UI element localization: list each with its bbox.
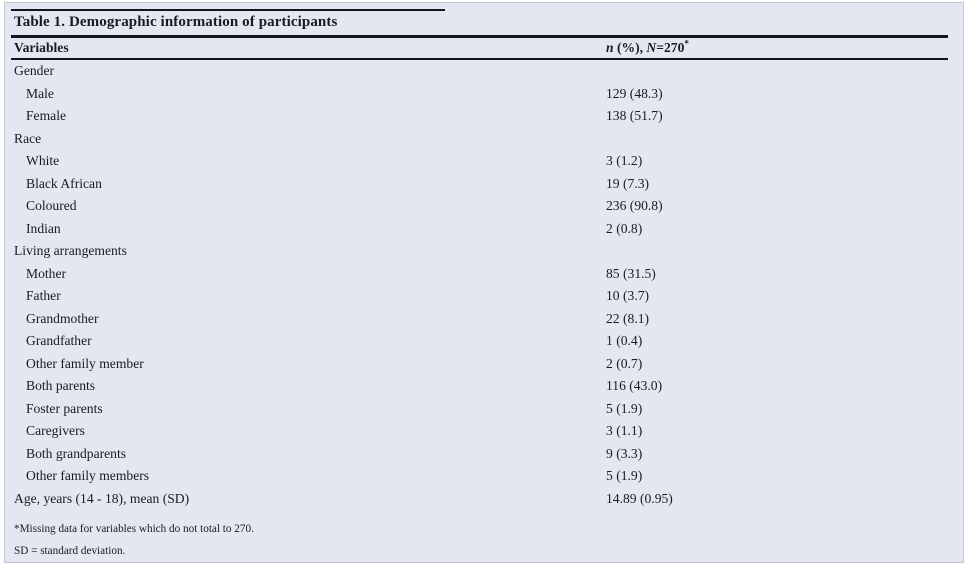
row-value: 3 (1.1)	[606, 423, 643, 438]
row-label: Both grandparents	[26, 445, 127, 461]
table-row: Caregivers 3 (1.1)	[14, 420, 948, 443]
row-value: 10 (3.7)	[606, 288, 650, 303]
row-value: 5 (1.9)	[606, 400, 643, 416]
row-label: Father	[26, 288, 61, 303]
row-label: Age, years (14 - 18), mean (SD)	[14, 490, 190, 506]
table-row: Both parents 116 (43.0)	[14, 375, 948, 398]
row-value: 5 (1.9)	[606, 468, 643, 483]
row-label: Other family member	[26, 355, 144, 371]
table-row: Grandmother 22 (8.1)	[14, 308, 948, 331]
top-rule	[11, 9, 445, 11]
row-label: Mother	[26, 265, 67, 281]
row-value: 2 (0.8)	[606, 220, 643, 236]
row-label: Grandmother	[26, 310, 99, 326]
table-row: Female 138 (51.7)	[14, 105, 948, 128]
table-row: Indian 2 (0.8)	[14, 218, 948, 241]
row-value: 3 (1.2)	[606, 153, 643, 168]
header-value: n (%), N=270*	[606, 38, 689, 56]
table-body: Gender Male 129 (48.3) Female 138 (51.7) Race…	[11, 60, 948, 510]
table-row: Mother 85 (31.5)	[14, 263, 948, 286]
table-row: Other family member 2 (0.7)	[14, 353, 948, 376]
table-row: Father 10 (3.7)	[14, 285, 948, 308]
row-label: Gender	[14, 63, 55, 78]
table-row: Black African 19 (7.3)	[14, 173, 948, 196]
row-value: 85 (31.5)	[606, 265, 656, 281]
table-row: Foster parents 5 (1.9)	[14, 398, 948, 421]
row-label: Caregivers	[26, 423, 85, 438]
table-row: Gender	[14, 60, 948, 83]
title-rule	[11, 35, 948, 38]
row-label: Male	[26, 85, 54, 101]
row-label: Both parents	[26, 378, 96, 393]
row-value: 129 (48.3)	[606, 85, 663, 101]
header-footnote-marker: *	[684, 38, 689, 49]
row-label: Other family members	[26, 468, 150, 483]
table-row: White 3 (1.2)	[14, 150, 948, 173]
row-value: 9 (3.3)	[606, 445, 643, 461]
row-label: Living arrangements	[14, 243, 127, 258]
row-value: 22 (8.1)	[606, 310, 650, 326]
header-mid-text: (%),	[613, 40, 647, 55]
row-label: Coloured	[26, 198, 77, 213]
header-variables: Variables	[14, 40, 69, 55]
row-value: 236 (90.8)	[606, 198, 663, 213]
table-title: Table 1. Demographic information of part…	[14, 14, 338, 30]
table-header-row: Variables n (%), N=270*	[11, 38, 948, 58]
footnotes: *Missing data for variables which do not…	[11, 519, 948, 562]
row-label: White	[26, 153, 60, 168]
row-value: 1 (0.4)	[606, 333, 643, 348]
header-eq-value: =270	[656, 40, 685, 55]
footnote-line: *Missing data for variables which do not…	[14, 523, 254, 535]
row-label: Female	[26, 108, 67, 123]
row-label: Grandfather	[26, 333, 92, 348]
table-panel: Table 1. Demographic information of part…	[4, 2, 964, 563]
row-label: Indian	[26, 220, 61, 236]
table-row: Male 129 (48.3)	[14, 83, 948, 106]
row-value: 19 (7.3)	[606, 175, 650, 191]
row-label: Black African	[26, 175, 102, 191]
header-n-italic: n	[606, 40, 614, 55]
table-inner: Table 1. Demographic information of part…	[5, 3, 963, 562]
row-value: 138 (51.7)	[606, 108, 663, 123]
row-value: 2 (0.7)	[606, 355, 643, 371]
header-big-n-italic: N	[646, 40, 657, 55]
table-row: Both grandparents 9 (3.3)	[14, 443, 948, 466]
footnote-line: SD = standard deviation.	[14, 544, 126, 557]
table-row: Coloured 236 (90.8)	[14, 195, 948, 218]
row-label: Race	[14, 130, 42, 146]
header-rule	[11, 58, 948, 60]
table-row: Race	[14, 128, 948, 151]
row-value: 14.89 (0.95)	[606, 490, 673, 506]
row-value: 116 (43.0)	[606, 378, 663, 393]
table-row: Living arrangements	[14, 240, 948, 263]
table-row: Other family members 5 (1.9)	[14, 465, 948, 488]
table-row: Age, years (14 - 18), mean (SD) 14.89 (0.…	[14, 488, 948, 511]
table-row: Grandfather 1 (0.4)	[14, 330, 948, 353]
row-label: Foster parents	[26, 400, 103, 416]
